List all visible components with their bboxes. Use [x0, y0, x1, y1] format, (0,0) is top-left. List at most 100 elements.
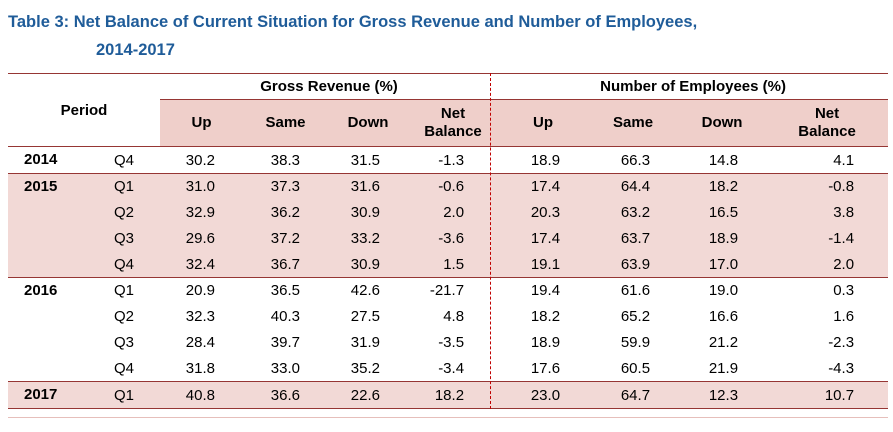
emp-net-balance-cell: 10.7 — [766, 381, 889, 409]
table-row: 2017 Q1 40.8 36.6 22.6 18.2 23.0 64.7 12.3 10.7 — [8, 381, 889, 409]
table-title: Table 3: Net Balance of Current Situatio… — [8, 8, 893, 64]
gr-up-cell: 32.4 — [160, 251, 243, 278]
gr-up-cell: 32.3 — [160, 303, 243, 330]
net-balance-table-wrap: Period Gross Revenue (%) Number of Emplo… — [8, 73, 889, 418]
period-header: Period — [8, 73, 160, 147]
quarter-cell: Q4 — [88, 251, 160, 278]
emp-down-cell: 21.2 — [678, 329, 767, 356]
gr-same-cell: 36.5 — [243, 277, 328, 304]
emp-net-balance-cell: -4.3 — [766, 355, 889, 382]
emp-net-balance-cell: -1.4 — [766, 225, 889, 252]
gr-same-header: Same — [243, 99, 328, 147]
gr-down-cell: 22.6 — [328, 381, 408, 409]
quarter-cell: Q3 — [88, 329, 160, 356]
gr-up-cell: 31.8 — [160, 355, 243, 382]
emp-net-balance-cell: -2.3 — [766, 329, 889, 356]
emp-down-cell: 14.8 — [678, 146, 767, 174]
gr-same-cell: 37.3 — [243, 173, 328, 200]
gr-down-cell: 27.5 — [328, 303, 408, 330]
emp-down-cell: 21.9 — [678, 355, 767, 382]
gr-same-cell: 38.3 — [243, 146, 328, 174]
emp-up-header: Up — [498, 99, 589, 147]
quarter-cell: Q1 — [88, 173, 160, 200]
gr-same-cell: 36.6 — [243, 381, 328, 409]
gr-down-cell: 33.2 — [328, 225, 408, 252]
gr-net-balance-cell: 1.5 — [408, 251, 499, 278]
emp-up-cell: 18.9 — [498, 146, 589, 174]
emp-net-balance-cell: -0.8 — [766, 173, 889, 200]
emp-same-cell: 64.4 — [588, 173, 679, 200]
emp-same-cell: 63.2 — [588, 199, 679, 226]
gr-net-balance-cell: 18.2 — [408, 381, 499, 409]
quarter-cell: Q1 — [88, 277, 160, 304]
gr-up-cell: 29.6 — [160, 225, 243, 252]
gr-down-cell: 35.2 — [328, 355, 408, 382]
table-row: 2016 Q1 20.9 36.5 42.6 -21.7 19.4 61.6 19.0 0.3 — [8, 277, 889, 382]
emp-net-balance-header: Net Balance — [766, 99, 889, 147]
table-row: Q4 31.8 33.0 35.2 -3.4 17.6 60.5 21.9 -4.3 — [8, 355, 889, 382]
gr-net-balance-cell: -3.5 — [408, 329, 499, 356]
gr-up-cell: 20.9 — [160, 277, 243, 304]
gross-revenue-header: Gross Revenue (%) — [160, 73, 499, 100]
emp-same-cell: 63.7 — [588, 225, 679, 252]
gr-down-header: Down — [328, 99, 408, 147]
emp-net-balance-cell: 2.0 — [766, 251, 889, 278]
gr-net-balance-header: Net Balance — [408, 99, 499, 147]
gr-same-cell: 37.2 — [243, 225, 328, 252]
table-row: 2015 Q1 31.0 37.3 31.6 -0.6 17.4 64.4 18.2 -0.8 — [8, 173, 889, 278]
quarter-cell: Q3 — [88, 225, 160, 252]
gr-net-balance-cell: -3.4 — [408, 355, 499, 382]
emp-same-header: Same — [588, 99, 679, 147]
emp-up-cell: 20.3 — [498, 199, 589, 226]
emp-down-cell: 19.0 — [678, 277, 767, 304]
gr-up-cell: 30.2 — [160, 146, 243, 174]
year-cell: 2016 — [8, 277, 88, 382]
gr-down-cell: 31.5 — [328, 146, 408, 174]
gr-up-header: Up — [160, 99, 243, 147]
emp-down-cell: 18.2 — [678, 173, 767, 200]
emp-down-cell: 16.5 — [678, 199, 767, 226]
emp-same-cell: 64.7 — [588, 381, 679, 409]
emp-same-cell: 60.5 — [588, 355, 679, 382]
table-row: Q2 32.9 36.2 30.9 2.0 20.3 63.2 16.5 3.8 — [8, 199, 889, 226]
table-row: Q4 32.4 36.7 30.9 1.5 19.1 63.9 17.0 2.0 — [8, 251, 889, 278]
gr-same-cell: 36.7 — [243, 251, 328, 278]
gr-same-cell: 33.0 — [243, 355, 328, 382]
sub-header-row: Up Same Down Net Balance Up Same Down Ne… — [8, 99, 889, 147]
gr-down-cell: 30.9 — [328, 199, 408, 226]
table-row: 2014 Q4 30.2 38.3 31.5 -1.3 18.9 66.3 14.8 4.1 — [8, 146, 889, 174]
emp-up-cell: 19.1 — [498, 251, 589, 278]
emp-same-cell: 66.3 — [588, 146, 679, 174]
employees-header: Number of Employees (%) — [498, 73, 889, 100]
gr-up-cell: 40.8 — [160, 381, 243, 409]
emp-up-cell: 17.4 — [498, 173, 589, 200]
table-title-line2: 2014-2017 — [96, 41, 175, 59]
gr-net-balance-cell: -3.6 — [408, 225, 499, 252]
gr-net-balance-cell: -0.6 — [408, 173, 499, 200]
gr-net-balance-cell: -1.3 — [408, 146, 499, 174]
emp-same-cell: 65.2 — [588, 303, 679, 330]
gr-down-cell: 31.6 — [328, 173, 408, 200]
quarter-cell: Q4 — [88, 355, 160, 382]
emp-up-cell: 17.4 — [498, 225, 589, 252]
emp-down-cell: 16.6 — [678, 303, 767, 330]
quarter-cell: Q4 — [88, 146, 160, 174]
emp-up-cell: 23.0 — [498, 381, 589, 409]
emp-down-cell: 12.3 — [678, 381, 767, 409]
emp-net-balance-cell: 4.1 — [766, 146, 889, 174]
table-row: Q2 32.3 40.3 27.5 4.8 18.2 65.2 16.6 1.6 — [8, 303, 889, 330]
table-title-line1: Table 3: Net Balance of Current Situatio… — [8, 13, 698, 31]
emp-same-cell: 59.9 — [588, 329, 679, 356]
gr-net-balance-cell: -21.7 — [408, 277, 499, 304]
emp-same-cell: 63.9 — [588, 251, 679, 278]
gr-same-cell: 36.2 — [243, 199, 328, 226]
gr-up-cell: 28.4 — [160, 329, 243, 356]
gr-net-balance-cell: 2.0 — [408, 199, 499, 226]
net-balance-table: Period Gross Revenue (%) Number of Emplo… — [8, 73, 889, 409]
emp-net-balance-cell: 3.8 — [766, 199, 889, 226]
year-cell: 2014 — [8, 146, 88, 174]
emp-net-balance-cell: 0.3 — [766, 277, 889, 304]
emp-up-cell: 19.4 — [498, 277, 589, 304]
gr-up-cell: 31.0 — [160, 173, 243, 200]
year-cell: 2015 — [8, 173, 88, 278]
